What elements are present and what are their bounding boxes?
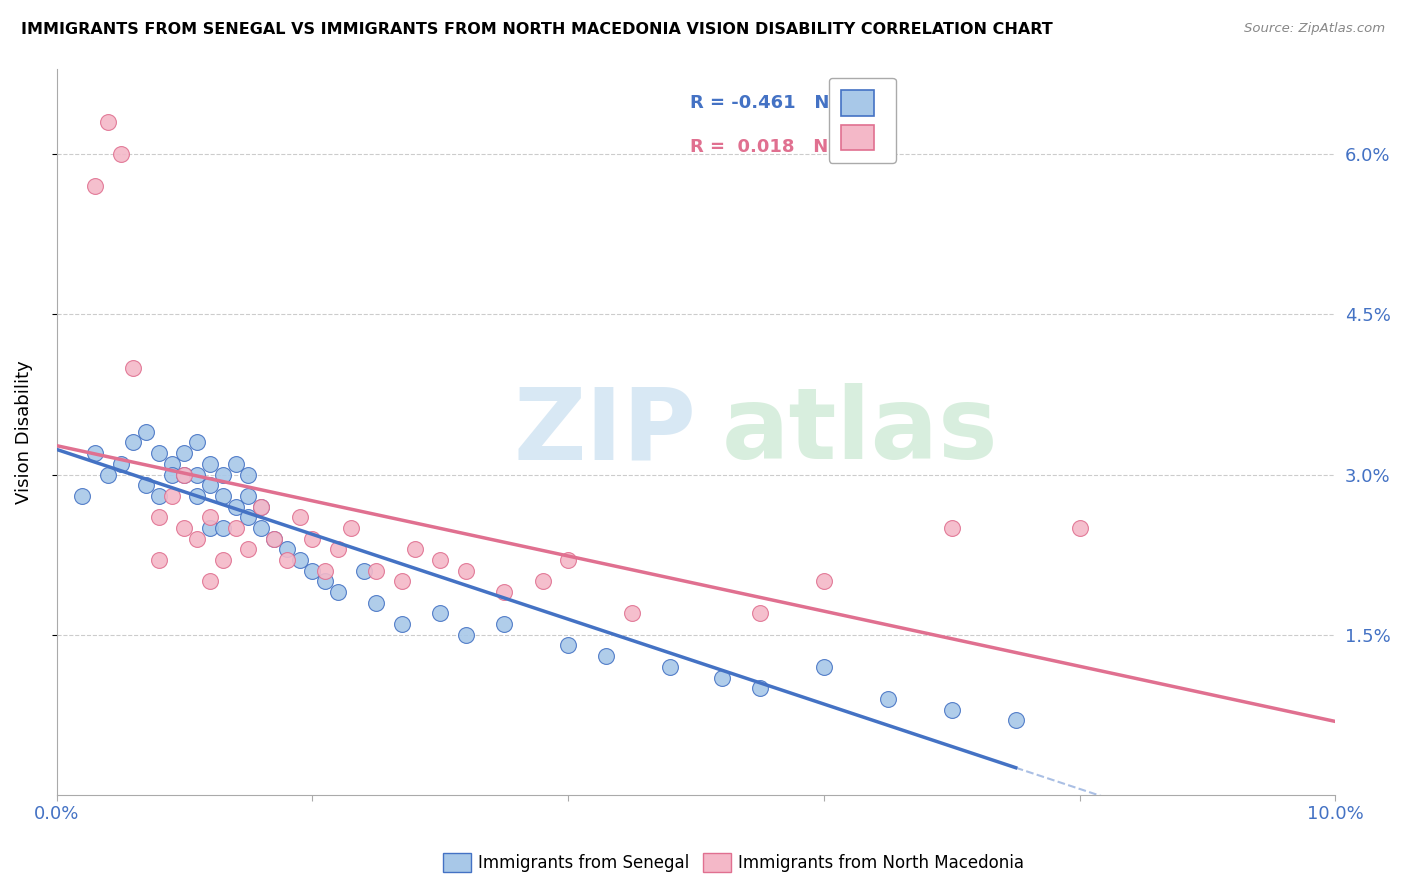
Point bbox=[301, 532, 323, 546]
Point bbox=[148, 489, 170, 503]
Point bbox=[84, 446, 107, 460]
Point bbox=[160, 467, 183, 482]
Point bbox=[122, 360, 145, 375]
Point bbox=[160, 457, 183, 471]
Point bbox=[621, 607, 644, 621]
Point bbox=[250, 521, 273, 535]
Point bbox=[186, 467, 208, 482]
Point bbox=[288, 510, 311, 524]
Point bbox=[250, 500, 273, 514]
Point bbox=[557, 553, 579, 567]
Point bbox=[238, 489, 260, 503]
Text: IMMIGRANTS FROM SENEGAL VS IMMIGRANTS FROM NORTH MACEDONIA VISION DISABILITY COR: IMMIGRANTS FROM SENEGAL VS IMMIGRANTS FR… bbox=[21, 22, 1053, 37]
Point bbox=[301, 564, 323, 578]
Point bbox=[353, 564, 375, 578]
Point bbox=[212, 467, 235, 482]
Point bbox=[263, 532, 285, 546]
Point bbox=[749, 607, 772, 621]
Point bbox=[225, 500, 247, 514]
Text: Immigrants from Senegal: Immigrants from Senegal bbox=[478, 854, 689, 871]
Point bbox=[238, 510, 260, 524]
Point bbox=[813, 660, 835, 674]
Text: R = -0.461   N = 50: R = -0.461 N = 50 bbox=[689, 94, 882, 112]
Point bbox=[148, 446, 170, 460]
Point bbox=[391, 574, 413, 589]
Point bbox=[876, 692, 898, 706]
Point bbox=[97, 467, 120, 482]
Point bbox=[70, 489, 93, 503]
Point bbox=[404, 542, 426, 557]
Point bbox=[198, 457, 221, 471]
Point bbox=[238, 542, 260, 557]
Point bbox=[391, 617, 413, 632]
Point bbox=[173, 446, 195, 460]
Point bbox=[212, 489, 235, 503]
Point bbox=[429, 553, 451, 567]
Point bbox=[238, 467, 260, 482]
Point bbox=[148, 510, 170, 524]
Point bbox=[173, 467, 195, 482]
Point bbox=[173, 467, 195, 482]
Text: R =  0.018   N = 36: R = 0.018 N = 36 bbox=[689, 137, 880, 155]
Point bbox=[263, 532, 285, 546]
Point bbox=[710, 671, 733, 685]
Point bbox=[135, 425, 157, 439]
Point bbox=[429, 607, 451, 621]
Point bbox=[198, 574, 221, 589]
Point bbox=[326, 542, 349, 557]
Point bbox=[250, 500, 273, 514]
Point bbox=[1069, 521, 1091, 535]
Point bbox=[813, 574, 835, 589]
Point bbox=[326, 585, 349, 599]
Point bbox=[314, 574, 336, 589]
Point bbox=[173, 521, 195, 535]
Point bbox=[212, 521, 235, 535]
Point bbox=[749, 681, 772, 696]
Legend: , : , bbox=[830, 78, 896, 163]
Point bbox=[225, 521, 247, 535]
Point bbox=[122, 435, 145, 450]
Point bbox=[288, 553, 311, 567]
Point bbox=[212, 553, 235, 567]
Point bbox=[198, 521, 221, 535]
Point bbox=[941, 703, 963, 717]
Point bbox=[84, 179, 107, 194]
Point bbox=[186, 435, 208, 450]
Point bbox=[314, 564, 336, 578]
Point bbox=[454, 628, 477, 642]
Point bbox=[941, 521, 963, 535]
Point bbox=[110, 147, 132, 161]
Text: Source: ZipAtlas.com: Source: ZipAtlas.com bbox=[1244, 22, 1385, 36]
Y-axis label: Vision Disability: Vision Disability bbox=[15, 359, 32, 504]
Point bbox=[339, 521, 361, 535]
Point bbox=[276, 553, 298, 567]
Point bbox=[1004, 713, 1026, 727]
Point bbox=[186, 532, 208, 546]
Point bbox=[494, 617, 516, 632]
Point bbox=[148, 553, 170, 567]
Point bbox=[198, 478, 221, 492]
Point bbox=[531, 574, 554, 589]
Point bbox=[276, 542, 298, 557]
Point bbox=[366, 596, 388, 610]
Point bbox=[454, 564, 477, 578]
Point bbox=[659, 660, 682, 674]
Point bbox=[135, 478, 157, 492]
Point bbox=[186, 489, 208, 503]
Point bbox=[595, 649, 617, 664]
Point bbox=[557, 639, 579, 653]
Point bbox=[225, 457, 247, 471]
Text: ZIP: ZIP bbox=[513, 384, 696, 480]
Text: Immigrants from North Macedonia: Immigrants from North Macedonia bbox=[738, 854, 1024, 871]
Point bbox=[110, 457, 132, 471]
Point bbox=[366, 564, 388, 578]
Point bbox=[198, 510, 221, 524]
Text: atlas: atlas bbox=[721, 384, 998, 480]
Point bbox=[97, 115, 120, 129]
Point bbox=[160, 489, 183, 503]
Point bbox=[494, 585, 516, 599]
